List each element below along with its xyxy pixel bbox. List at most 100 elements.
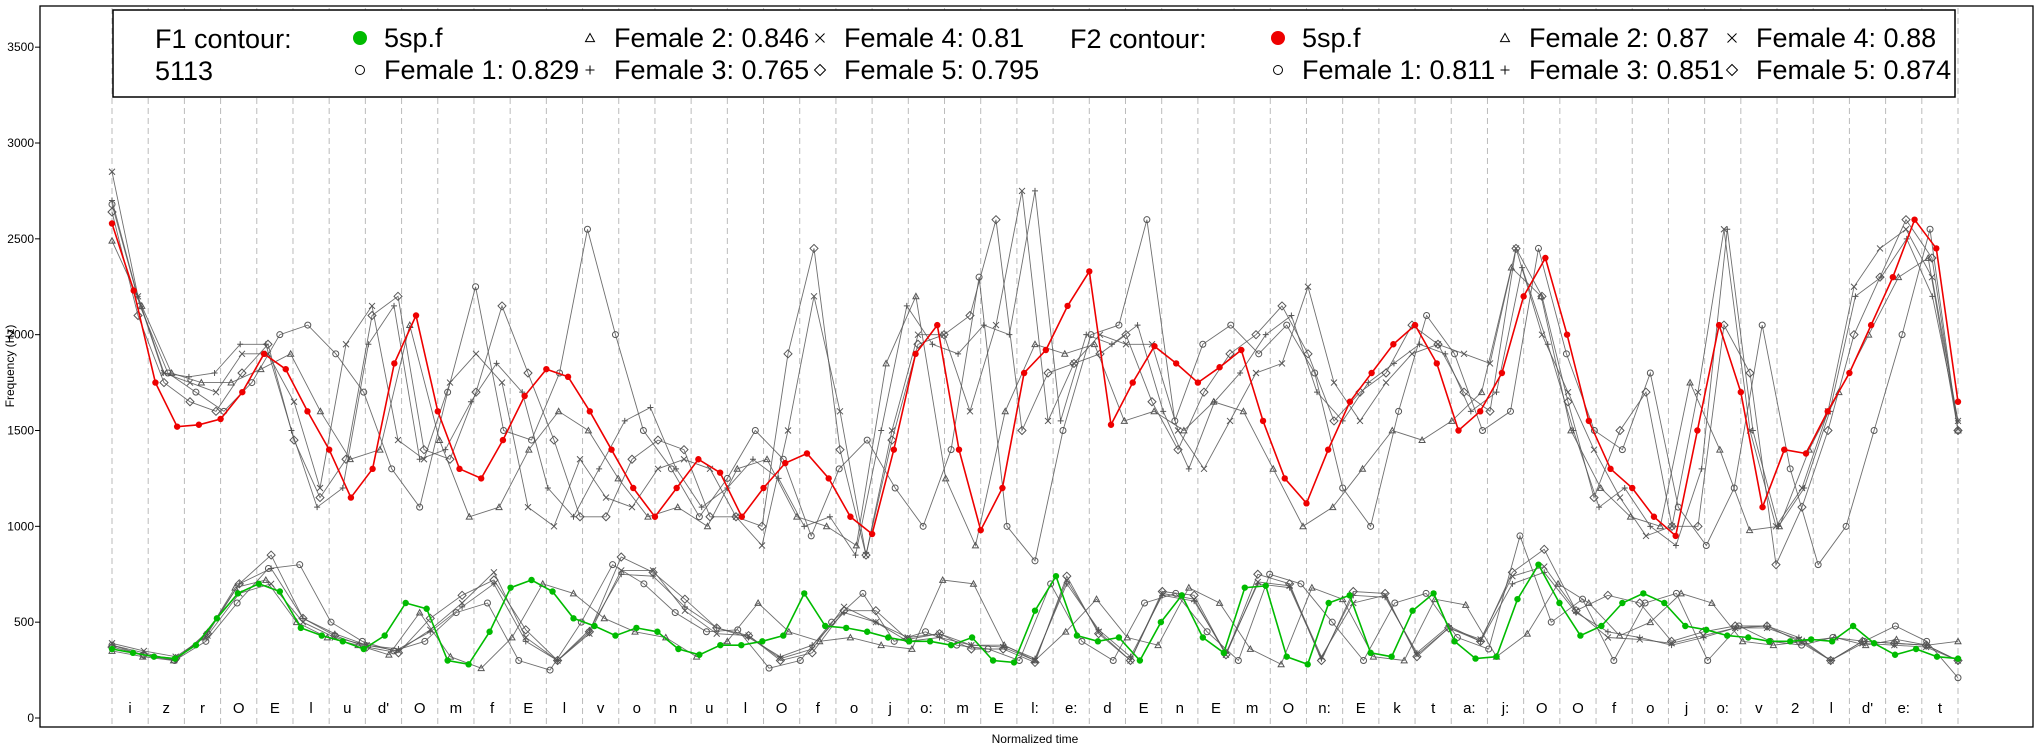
data-point bbox=[1814, 561, 1822, 569]
data-point bbox=[521, 392, 528, 400]
legend-entry: Female 4: 0.81 bbox=[815, 23, 1024, 53]
data-point bbox=[1618, 446, 1626, 454]
data-point bbox=[1924, 253, 1933, 261]
data-point bbox=[1556, 599, 1563, 607]
legend-f1-title: F1 contour: bbox=[155, 24, 292, 54]
data-point bbox=[1672, 532, 1679, 540]
data-point bbox=[554, 407, 563, 415]
data-point bbox=[1762, 621, 1772, 631]
segment-label: E bbox=[270, 700, 280, 717]
data-point bbox=[446, 379, 454, 386]
data-point bbox=[863, 628, 871, 635]
data-point bbox=[1507, 567, 1518, 578]
data-point bbox=[1894, 273, 1903, 281]
data-point bbox=[738, 641, 745, 649]
series-female-1-f2 bbox=[108, 200, 1962, 569]
data-point bbox=[712, 623, 722, 633]
data-point bbox=[1308, 583, 1316, 591]
series-line bbox=[111, 211, 1959, 567]
data-point bbox=[227, 378, 235, 386]
series-line bbox=[111, 548, 1959, 663]
data-point bbox=[360, 645, 367, 653]
legend-entry: Female 1: 0.829 bbox=[355, 55, 579, 85]
data-point bbox=[1759, 503, 1766, 511]
data-point bbox=[1030, 657, 1040, 668]
data-point bbox=[248, 379, 256, 387]
data-point bbox=[1933, 245, 1940, 252]
data-point bbox=[315, 492, 325, 503]
data-point bbox=[426, 626, 434, 634]
data-point bbox=[1666, 636, 1677, 647]
data-point bbox=[341, 454, 351, 464]
legend-entry-label: 5sp.f bbox=[384, 23, 443, 53]
data-point bbox=[576, 455, 584, 463]
data-point bbox=[569, 589, 578, 597]
data-point bbox=[239, 388, 246, 396]
data-point bbox=[586, 408, 593, 415]
segment-label: O bbox=[233, 700, 245, 717]
data-point bbox=[926, 638, 934, 645]
data-point bbox=[1636, 636, 1644, 643]
data-point bbox=[1889, 638, 1900, 648]
data-point bbox=[695, 513, 703, 521]
data-point bbox=[681, 607, 689, 615]
data-point bbox=[1447, 416, 1456, 424]
data-point bbox=[1271, 31, 1285, 45]
data-point bbox=[905, 638, 913, 645]
data-point bbox=[1178, 592, 1186, 599]
data-point bbox=[1702, 542, 1710, 549]
data-point bbox=[1849, 622, 1857, 630]
data-point bbox=[807, 648, 817, 658]
segment-label: m bbox=[1246, 700, 1259, 717]
data-point bbox=[316, 484, 324, 492]
data-point bbox=[649, 567, 657, 574]
data-point bbox=[1467, 408, 1474, 415]
series-5sp-f-f1 bbox=[108, 561, 1962, 668]
data-point bbox=[296, 561, 304, 569]
data-point bbox=[1382, 379, 1390, 386]
data-point bbox=[1616, 494, 1624, 501]
data-point bbox=[1094, 638, 1102, 645]
data-point bbox=[600, 614, 609, 622]
data-point bbox=[318, 632, 325, 639]
data-point bbox=[1194, 379, 1202, 386]
data-point bbox=[1211, 398, 1218, 405]
data-point bbox=[1661, 599, 1668, 607]
data-point bbox=[654, 465, 662, 473]
data-point bbox=[493, 360, 500, 367]
data-point bbox=[1730, 484, 1738, 492]
data-point bbox=[471, 387, 481, 397]
data-point bbox=[680, 594, 690, 604]
data-point bbox=[376, 445, 384, 453]
data-point bbox=[1912, 645, 1920, 653]
data-point bbox=[914, 331, 922, 339]
data-point bbox=[1626, 512, 1635, 520]
data-point bbox=[1348, 586, 1358, 597]
data-point bbox=[871, 605, 881, 616]
data-point bbox=[192, 641, 200, 649]
data-point bbox=[522, 634, 530, 641]
data-point bbox=[733, 464, 742, 472]
data-point bbox=[1234, 657, 1242, 664]
data-point bbox=[1493, 389, 1500, 396]
data-point bbox=[809, 243, 819, 254]
data-point bbox=[1928, 273, 1936, 281]
data-point bbox=[630, 484, 637, 492]
data-point bbox=[939, 329, 949, 340]
data-point bbox=[282, 365, 289, 373]
data-point bbox=[213, 615, 221, 622]
data-point bbox=[1358, 464, 1367, 472]
data-point bbox=[211, 370, 218, 376]
data-point bbox=[884, 634, 892, 641]
segment-label: k bbox=[1393, 700, 1401, 717]
data-point bbox=[1189, 590, 1199, 601]
data-point bbox=[1390, 341, 1397, 348]
data-point bbox=[1927, 253, 1937, 263]
data-point bbox=[1225, 349, 1235, 359]
data-point bbox=[1798, 484, 1806, 492]
data-point bbox=[1603, 590, 1613, 601]
data-point bbox=[702, 628, 710, 636]
data-point bbox=[1356, 417, 1364, 425]
data-point bbox=[1255, 350, 1263, 358]
data-point bbox=[171, 655, 179, 662]
